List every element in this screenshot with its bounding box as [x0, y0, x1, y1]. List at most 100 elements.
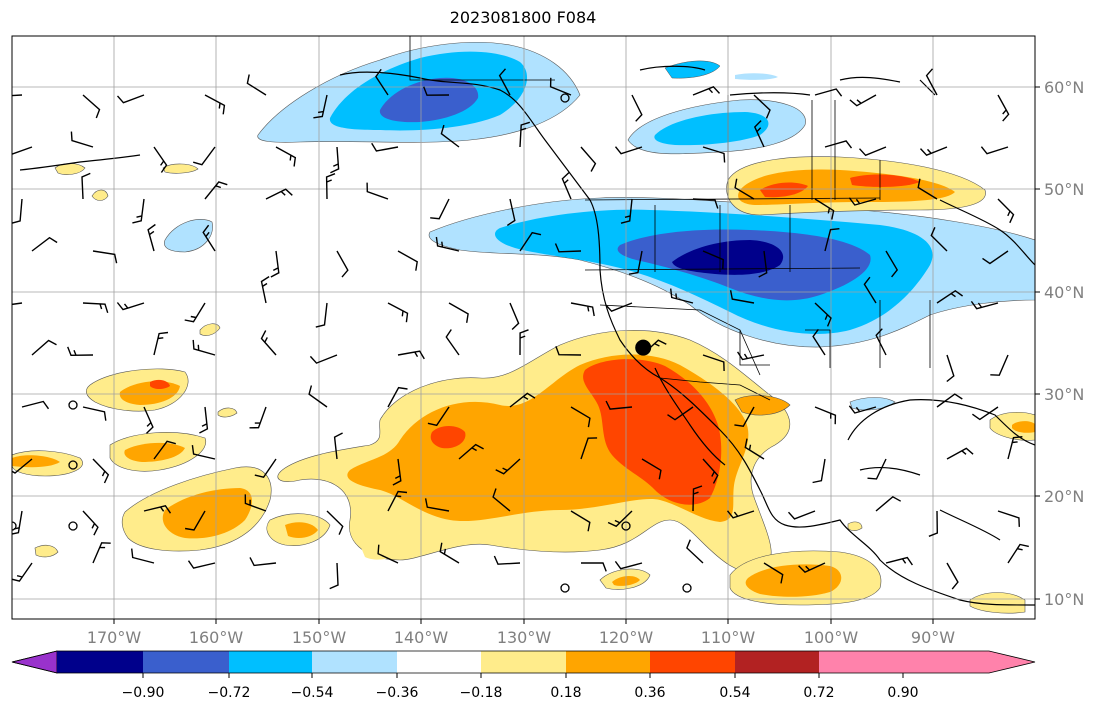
lon-label: 100°W — [804, 628, 859, 647]
wind-barb — [692, 198, 719, 209]
colorbar-tick-label: 0.54 — [719, 685, 750, 701]
wind-barb — [506, 198, 516, 226]
wind-barb — [628, 250, 643, 275]
wind-barb — [204, 181, 228, 200]
wind-barb — [812, 458, 826, 484]
wind-barb — [753, 120, 765, 148]
wind-barb — [692, 85, 721, 96]
colorbar-segment — [143, 651, 229, 673]
wind-barb — [824, 228, 840, 252]
colorbar-outline — [11, 650, 1036, 674]
wind-barb — [875, 328, 887, 356]
wind-barb — [787, 510, 816, 520]
wind-barb — [863, 276, 877, 304]
wind-barb — [336, 250, 349, 278]
wind-barb — [753, 94, 771, 119]
wind-barb — [423, 86, 450, 96]
wind-barb — [249, 406, 267, 429]
wind-barb — [375, 68, 389, 96]
colorbar-tick-label: 0.18 — [550, 685, 581, 701]
wind-barb — [82, 406, 107, 421]
colorbar-segment — [397, 651, 481, 673]
wind-barb — [330, 146, 340, 174]
wind-barb — [734, 178, 755, 200]
colorbar-tick-marks — [142, 673, 904, 678]
wind-barb — [848, 405, 877, 414]
wind-barb — [814, 406, 837, 425]
positive-anomaly-misc — [54, 163, 1035, 614]
colorbar-segment — [229, 651, 312, 673]
wind-barb — [702, 250, 724, 269]
wind-barb — [848, 197, 877, 206]
wind-barb — [982, 250, 1009, 265]
wind-barb — [667, 406, 694, 421]
political-borders — [409, 36, 931, 401]
wind-barb — [132, 198, 145, 224]
wind-barb — [614, 146, 643, 155]
positive-anomaly-central-pacific — [12, 368, 331, 558]
wind-barb — [686, 539, 704, 564]
wind-barb — [260, 276, 270, 304]
wind-barb — [153, 331, 169, 356]
colorbar-extend-high — [903, 651, 1035, 673]
wind-barb — [814, 302, 832, 327]
wind-barb — [493, 555, 521, 565]
wind-barb — [92, 458, 110, 484]
wind-barb — [549, 77, 572, 96]
lat-label: 50°N — [1044, 180, 1084, 199]
map-title: 2023081800 F084 — [449, 8, 597, 27]
wind-barb — [970, 300, 999, 310]
wind-barb — [498, 68, 511, 96]
lon-label: 170°W — [87, 628, 142, 647]
wind-barb — [990, 354, 1009, 376]
wind-barb — [12, 302, 23, 306]
wind-barb — [325, 173, 336, 200]
wind-barb — [254, 458, 277, 478]
wind-barb — [397, 250, 418, 271]
wind-barb — [116, 94, 145, 104]
wind-barb — [561, 172, 572, 200]
lon-label: 120°W — [599, 628, 654, 647]
wind-barb — [82, 302, 109, 314]
wind-barb — [12, 458, 33, 474]
wind-barb — [371, 142, 399, 152]
wind-barb — [387, 302, 409, 323]
wind-barb — [702, 354, 725, 372]
wind-barb — [495, 458, 521, 475]
wind-barb — [448, 302, 469, 323]
wind-barb — [605, 400, 633, 410]
wind-barb — [387, 490, 408, 512]
wind-barb — [143, 406, 154, 434]
colorbar-tick-label: 0.90 — [887, 685, 918, 701]
wind-barb — [439, 542, 460, 564]
wind-barb — [885, 556, 913, 566]
wind-barb — [734, 406, 755, 427]
wind-barb — [492, 488, 511, 512]
colorbar-tick-label: 0.72 — [803, 685, 834, 701]
wind-barb — [21, 400, 50, 410]
wind-barb — [12, 146, 33, 155]
negative-anomaly-western-us — [428, 197, 1035, 348]
map-area — [12, 36, 1035, 619]
colorbar-tick-label: −0.18 — [460, 685, 503, 701]
wind-barb — [377, 544, 399, 564]
wind-barb — [614, 560, 643, 570]
wind-barb — [12, 198, 23, 224]
wind-barb — [458, 443, 484, 460]
wind-barb — [641, 458, 662, 480]
negative-anomaly-gulf — [849, 397, 896, 411]
wind-barb — [387, 386, 408, 408]
wind-barb — [244, 494, 267, 512]
wind-barb — [702, 458, 719, 484]
wind-barb — [858, 146, 887, 157]
colorbar-tick-label: −0.54 — [291, 685, 334, 701]
calm-wind-circles — [12, 93, 692, 593]
wind-barb — [849, 94, 877, 107]
wind-barb — [153, 440, 176, 460]
wind-barb — [744, 438, 765, 460]
lat-label: 60°N — [1044, 78, 1084, 97]
coastlines — [19, 65, 1035, 606]
latitude-labels: 60°N 50°N 40°N 30°N 20°N 10°N — [1044, 78, 1084, 609]
wind-barb — [82, 510, 99, 536]
